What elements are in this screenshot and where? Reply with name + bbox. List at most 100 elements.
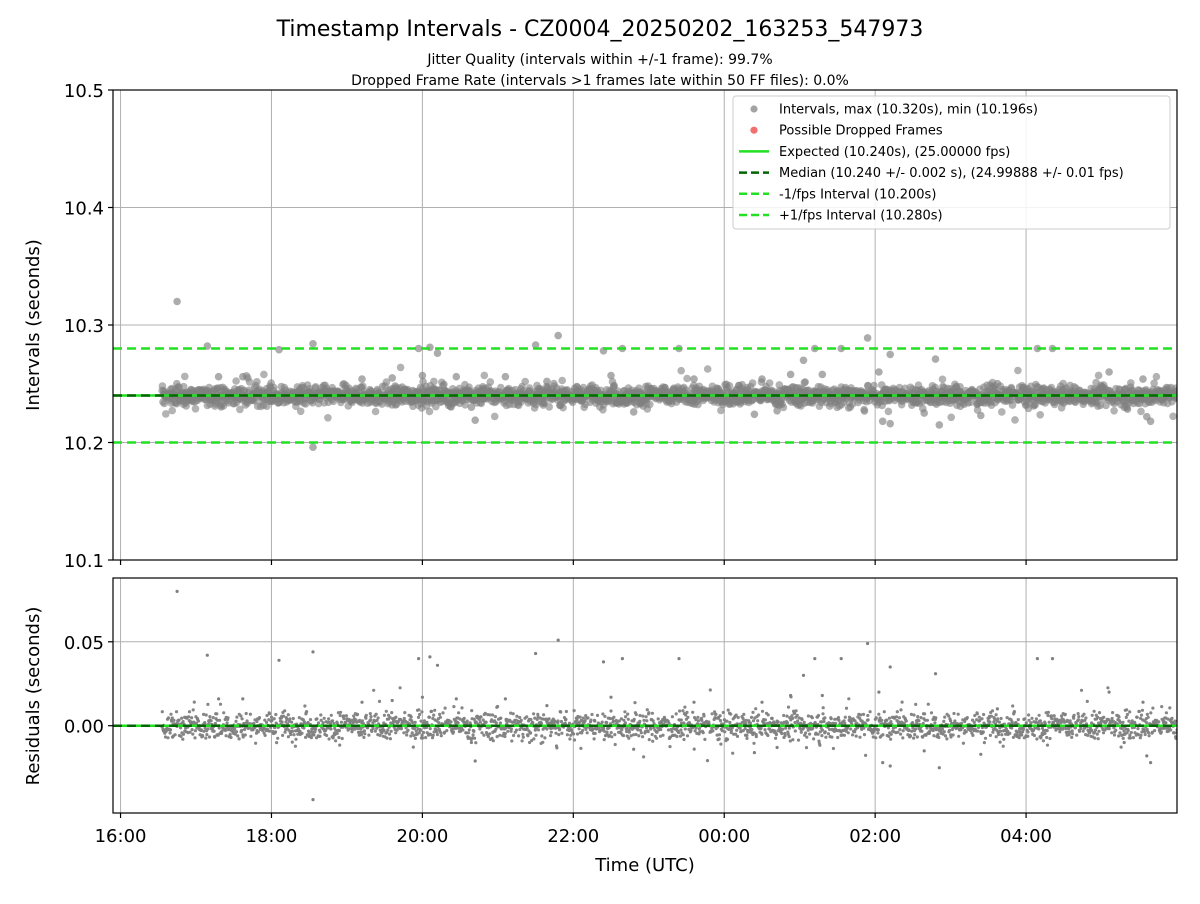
interval-point xyxy=(190,716,193,719)
interval-point xyxy=(1160,705,1163,708)
interval-point xyxy=(821,729,824,732)
interval-point xyxy=(613,733,616,736)
interval-point xyxy=(249,735,252,738)
residuals-y-ticks: 0.000.05 xyxy=(64,633,113,738)
interval-point xyxy=(719,743,722,746)
outlier-point xyxy=(776,746,779,749)
interval-point xyxy=(914,703,917,706)
interval-point xyxy=(1137,408,1145,416)
interval-point xyxy=(651,740,654,743)
outlier-point xyxy=(417,657,420,660)
interval-point xyxy=(930,711,933,714)
outlier-point xyxy=(789,694,792,697)
interval-point xyxy=(678,709,681,712)
outlier-point xyxy=(434,349,442,357)
interval-point xyxy=(240,729,243,732)
interval-point xyxy=(410,715,413,718)
interval-point xyxy=(680,718,683,721)
interval-point xyxy=(437,721,440,724)
interval-point xyxy=(881,733,884,736)
y-tick-label: 10.4 xyxy=(64,199,104,220)
interval-point xyxy=(1169,413,1177,421)
interval-point xyxy=(876,731,879,734)
interval-point xyxy=(889,720,892,723)
interval-point xyxy=(796,714,799,717)
interval-point xyxy=(1108,727,1111,730)
interval-point xyxy=(913,733,916,736)
interval-point xyxy=(1029,721,1032,724)
interval-point xyxy=(919,716,922,719)
interval-point xyxy=(808,733,811,736)
interval-point xyxy=(565,710,568,713)
interval-point xyxy=(633,718,636,721)
interval-point xyxy=(711,729,714,732)
interval-point xyxy=(1153,729,1156,732)
interval-point xyxy=(1129,736,1132,739)
interval-point xyxy=(336,732,339,735)
interval-point xyxy=(1102,716,1105,719)
interval-point xyxy=(287,735,290,738)
interval-point xyxy=(767,713,770,716)
interval-point xyxy=(795,709,798,712)
interval-point xyxy=(763,728,766,731)
x-tick-label: 16:00 xyxy=(95,826,147,847)
interval-point xyxy=(686,734,689,737)
interval-point xyxy=(869,710,872,713)
interval-point xyxy=(805,736,808,739)
interval-point xyxy=(310,736,313,739)
interval-point xyxy=(745,737,748,740)
interval-point xyxy=(1046,729,1049,732)
interval-point xyxy=(896,710,899,713)
interval-point xyxy=(807,714,810,717)
outlier-point xyxy=(889,665,892,668)
interval-point xyxy=(820,734,823,737)
interval-point xyxy=(657,717,660,720)
outlier-point xyxy=(977,412,985,420)
outlier-point xyxy=(215,373,223,381)
interval-point xyxy=(684,727,687,730)
x-tick-label: 20:00 xyxy=(396,826,448,847)
interval-point xyxy=(824,730,827,733)
interval-point xyxy=(180,717,183,720)
interval-point xyxy=(498,734,501,737)
interval-point xyxy=(788,735,791,738)
interval-point xyxy=(549,734,552,737)
outlier-point xyxy=(1147,418,1155,426)
interval-point xyxy=(1140,714,1143,717)
interval-point xyxy=(390,730,393,733)
interval-point xyxy=(822,706,825,709)
interval-point xyxy=(834,722,837,725)
interval-point xyxy=(675,735,678,738)
interval-point xyxy=(700,719,703,722)
interval-point xyxy=(784,734,787,737)
interval-point xyxy=(556,719,559,722)
interval-point xyxy=(780,732,783,735)
interval-point xyxy=(334,739,337,742)
interval-point xyxy=(189,731,192,734)
interval-point xyxy=(647,730,650,733)
interval-point xyxy=(584,719,587,722)
interval-point xyxy=(980,717,983,720)
interval-point xyxy=(328,737,331,740)
legend-entry-label: -1/fps Interval (10.200s) xyxy=(779,187,936,202)
interval-point xyxy=(1050,714,1053,717)
interval-point xyxy=(622,734,625,737)
interval-point xyxy=(823,716,826,719)
interval-point xyxy=(824,736,827,739)
interval-point xyxy=(702,714,705,717)
outlier-point xyxy=(881,761,884,764)
interval-point xyxy=(191,728,194,731)
interval-point xyxy=(693,748,696,751)
interval-point xyxy=(902,729,905,732)
interval-point xyxy=(253,378,261,386)
interval-point xyxy=(292,733,295,736)
interval-point xyxy=(297,408,305,416)
outlier-point xyxy=(1108,691,1111,694)
interval-point xyxy=(169,731,172,734)
interval-point xyxy=(360,733,363,736)
interval-point xyxy=(510,739,513,742)
interval-point xyxy=(593,719,596,722)
